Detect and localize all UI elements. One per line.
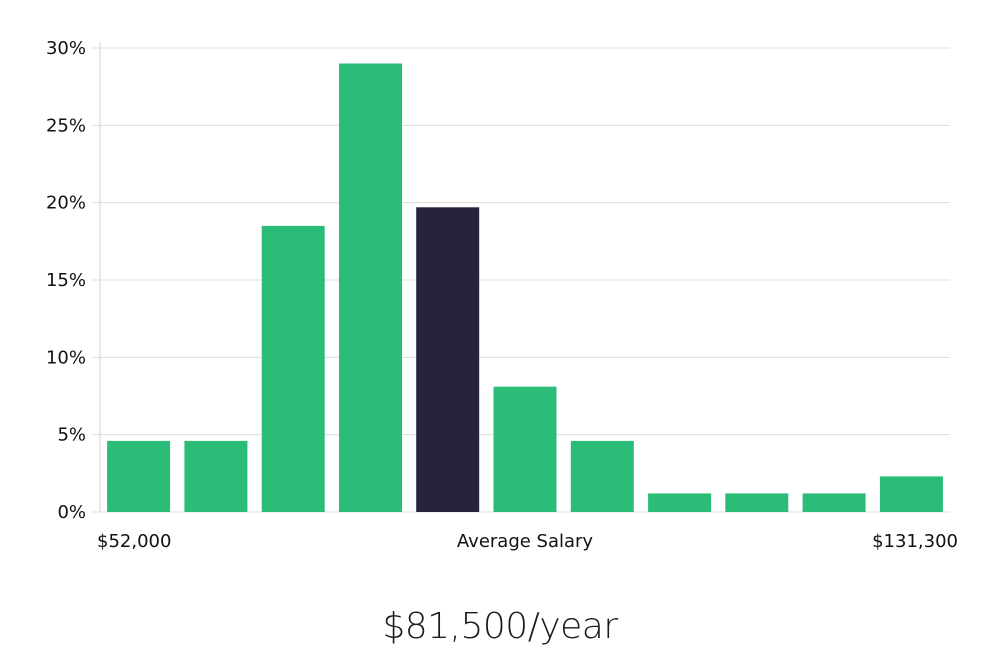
y-tick-label: 0% xyxy=(57,502,86,523)
y-tick-label: 15% xyxy=(46,270,86,291)
bar xyxy=(261,225,325,512)
bar xyxy=(107,440,171,512)
bar xyxy=(879,476,943,512)
bar xyxy=(339,63,402,512)
bar xyxy=(648,493,712,512)
y-axis-ticks: 0% 5% 10% 15% 20% 25% 30% xyxy=(46,38,86,523)
x-axis-labels: $52,000 Average Salary $131,300 xyxy=(97,531,958,552)
bar xyxy=(184,440,248,512)
bar xyxy=(570,440,634,512)
bar xyxy=(493,386,557,512)
bar xyxy=(802,493,866,512)
y-tick-label: 10% xyxy=(46,347,86,368)
bars-layer xyxy=(107,63,943,513)
bar-highlight xyxy=(416,207,480,513)
bar xyxy=(725,493,789,512)
y-tick-label: 20% xyxy=(46,193,86,214)
y-tick-label: 30% xyxy=(46,38,86,59)
y-tick-label: 5% xyxy=(57,425,86,446)
y-tick-label: 25% xyxy=(46,115,86,136)
x-axis-title: Average Salary xyxy=(457,531,594,552)
average-salary-value: $81,500/year xyxy=(382,606,618,647)
x-min-label: $52,000 xyxy=(97,531,171,552)
salary-histogram: 0% 5% 10% 15% 20% 25% 30% $52,000 Average Sala… xyxy=(46,38,958,552)
x-max-label: $131,300 xyxy=(872,531,958,552)
